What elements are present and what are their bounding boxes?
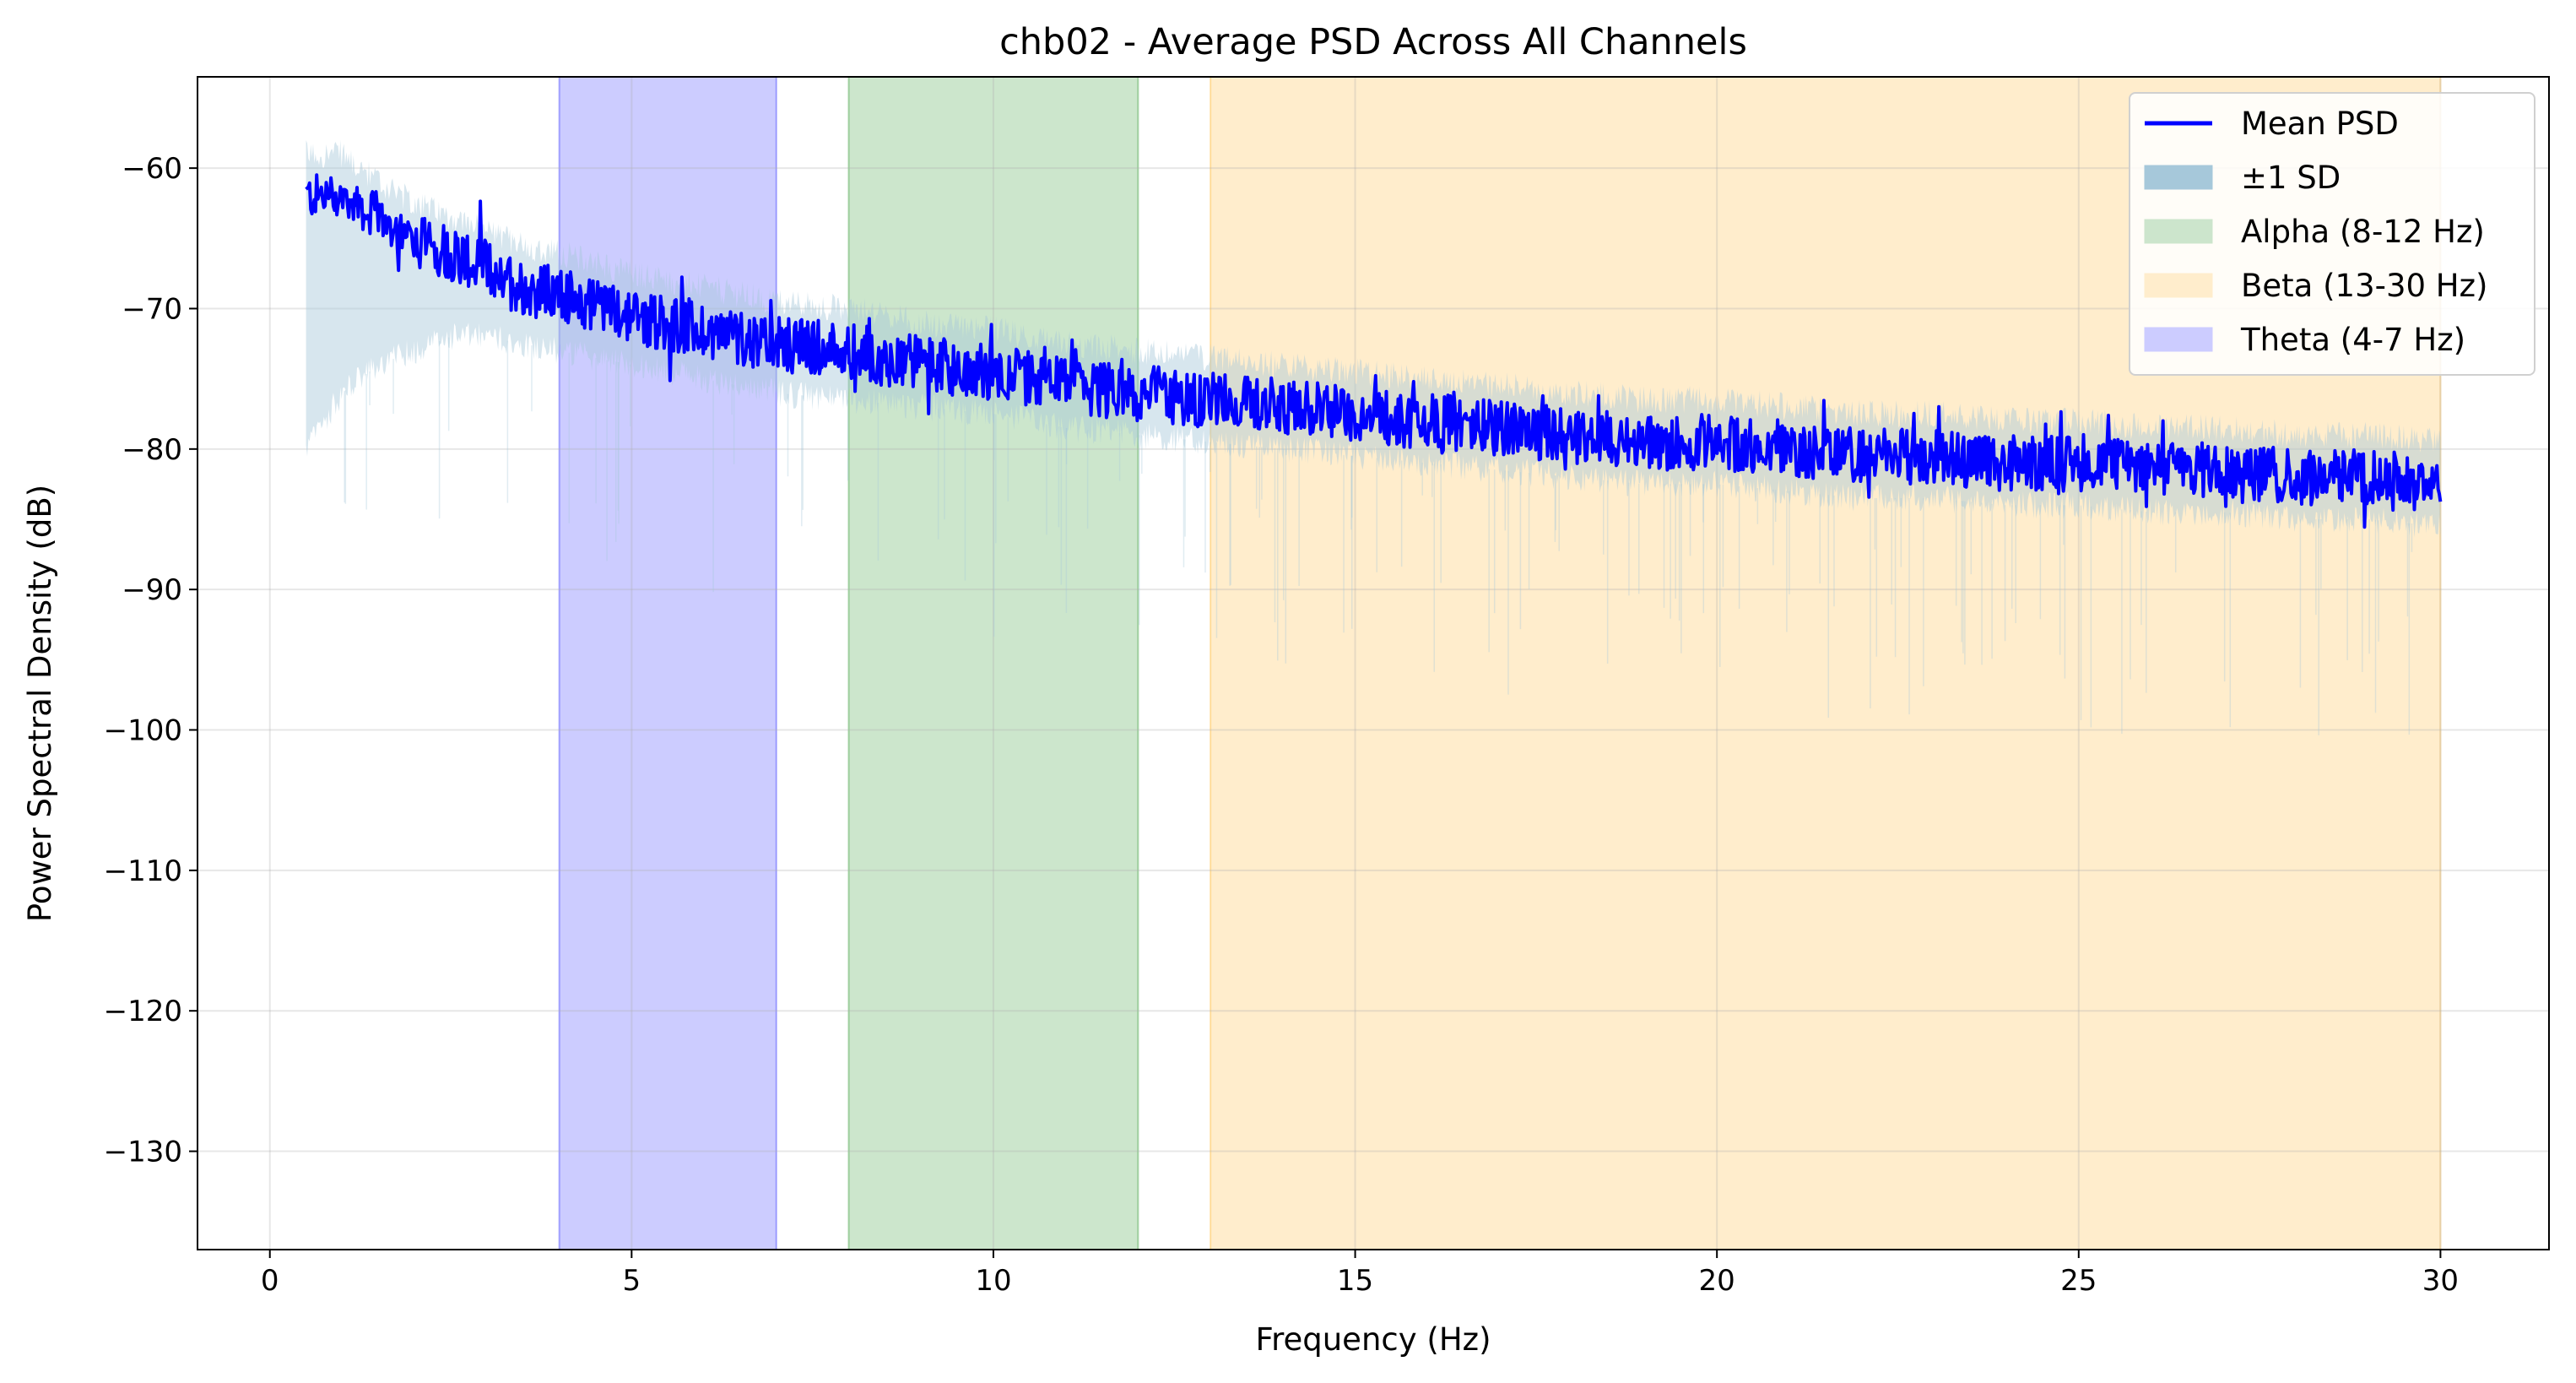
legend-swatch — [2144, 327, 2213, 352]
y-tick-label: −110 — [104, 854, 182, 888]
legend-swatch — [2144, 219, 2213, 244]
sd-spikes — [344, 337, 2413, 735]
x-tick-label: 0 — [261, 1264, 279, 1298]
legend-label: Beta (13-30 Hz) — [2241, 268, 2487, 304]
x-tick-label: 30 — [2422, 1264, 2459, 1298]
axes-frame — [197, 76, 2550, 1250]
legend-label: Alpha (8-12 Hz) — [2241, 214, 2485, 250]
legend-label: ±1 SD — [2241, 160, 2341, 196]
y-tick-label: −130 — [104, 1136, 182, 1169]
chart-title: chb02 - Average PSD Across All Channels — [999, 21, 1747, 63]
x-tick-label: 25 — [2060, 1264, 2097, 1298]
legend-label: Mean PSD — [2241, 106, 2399, 142]
x-tick-label: 15 — [1337, 1264, 1373, 1298]
legend-swatch — [2144, 273, 2213, 298]
y-tick-label: −80 — [122, 433, 182, 467]
x-tick-label: 10 — [975, 1264, 1011, 1298]
x-tick-label: 20 — [1699, 1264, 1735, 1298]
legend-swatch — [2144, 165, 2213, 190]
legend-label: Theta (4-7 Hz) — [2240, 322, 2465, 358]
x-tick-label: 5 — [623, 1264, 641, 1298]
y-tick-label: −90 — [122, 573, 182, 607]
band-theta — [558, 76, 777, 1250]
y-tick-label: −100 — [104, 714, 182, 748]
legend-box — [2129, 92, 2535, 376]
y-axis-label: Power Spectral Density (dB) — [22, 485, 58, 922]
y-tick-label: −120 — [104, 995, 182, 1028]
mean-psd-line — [305, 173, 2443, 529]
legend: Mean PSD ±1 SD Alpha (8-12 Hz) Beta (13-30 … — [2129, 92, 2535, 376]
y-tick-label: −70 — [122, 292, 182, 326]
x-axis-label: Frequency (Hz) — [1255, 1321, 1491, 1358]
y-tick-label: −60 — [122, 152, 182, 186]
